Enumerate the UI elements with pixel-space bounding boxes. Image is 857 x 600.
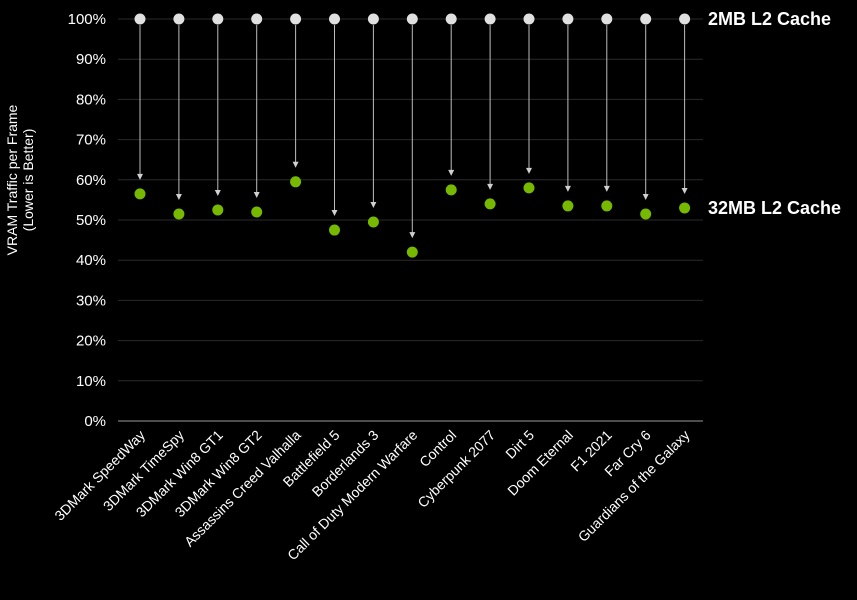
y-tick-label: 30% [76, 292, 106, 309]
arrows [137, 25, 688, 239]
y-tick-label: 50% [76, 212, 106, 229]
legend-32mb: 32MB L2 Cache [708, 198, 841, 218]
arrow-head [526, 167, 532, 174]
point-2mb [367, 13, 379, 25]
point-32mb [406, 246, 418, 258]
arrow-head [409, 232, 416, 239]
point-2mb [679, 13, 691, 25]
point-2mb [290, 13, 302, 25]
arrow-head [331, 210, 338, 217]
legend: 2MB L2 Cache 32MB L2 Cache [708, 9, 841, 218]
arrow-head [564, 185, 571, 192]
gridlines [118, 18, 703, 382]
point-32mb [367, 216, 379, 228]
y-axis-label-line: (Lower is Better) [20, 129, 36, 232]
point-2mb [329, 13, 340, 25]
y-axis-label: VRAM Traffic per Frame (Lower is Better) [4, 104, 36, 255]
legend-2mb: 2MB L2 Cache [708, 9, 831, 29]
point-32mb [134, 188, 146, 200]
point-32mb [562, 200, 574, 212]
point-2mb [406, 13, 418, 25]
arrow-head [253, 191, 260, 198]
category-label: Dirt 5 [502, 427, 537, 462]
point-32mb [640, 208, 652, 220]
arrow-head [487, 183, 494, 190]
y-tick-label: 70% [76, 132, 106, 149]
point-2mb [523, 13, 535, 25]
y-tick-label: 40% [76, 252, 106, 269]
point-2mb [134, 13, 146, 25]
y-tick-label: 20% [76, 333, 106, 350]
point-32mb [173, 208, 185, 220]
y-tick-label: 0% [84, 413, 106, 430]
point-2mb [251, 13, 263, 25]
point-2mb [445, 13, 457, 25]
y-tick-label: 60% [76, 172, 106, 189]
point-32mb [523, 182, 535, 194]
arrow-head [137, 173, 143, 180]
point-2mb [601, 13, 613, 25]
arrow-head [448, 169, 455, 176]
point-2mb [640, 13, 652, 25]
y-axis-label-line: VRAM Traffic per Frame [4, 104, 20, 255]
point-32mb [601, 200, 613, 212]
point-32mb [329, 224, 340, 236]
point-32mb [679, 202, 691, 214]
point-2mb [484, 13, 496, 25]
y-tick-labels: 0% 10% 20% 30% 40% 50% 60% 70% 80% 90% 100% [68, 11, 106, 430]
arrow-head [681, 187, 688, 194]
point-32mb [445, 184, 457, 196]
point-2mb [212, 13, 224, 25]
arrow-head [642, 193, 649, 200]
arrow-head [175, 193, 182, 200]
y-tick-label: 90% [76, 51, 106, 68]
y-tick-label: 80% [76, 91, 106, 108]
point-2mb [173, 13, 185, 25]
arrow-head [292, 161, 299, 168]
point-32mb [212, 204, 224, 216]
arrow-head [214, 189, 221, 196]
point-32mb [484, 198, 496, 210]
y-tick-label: 100% [68, 11, 106, 28]
arrow-head [370, 202, 377, 209]
point-2mb [562, 13, 574, 25]
data-points [134, 13, 691, 258]
arrow-head [603, 185, 610, 192]
point-32mb [251, 206, 263, 218]
point-32mb [290, 176, 302, 188]
y-tick-label: 10% [76, 373, 106, 390]
